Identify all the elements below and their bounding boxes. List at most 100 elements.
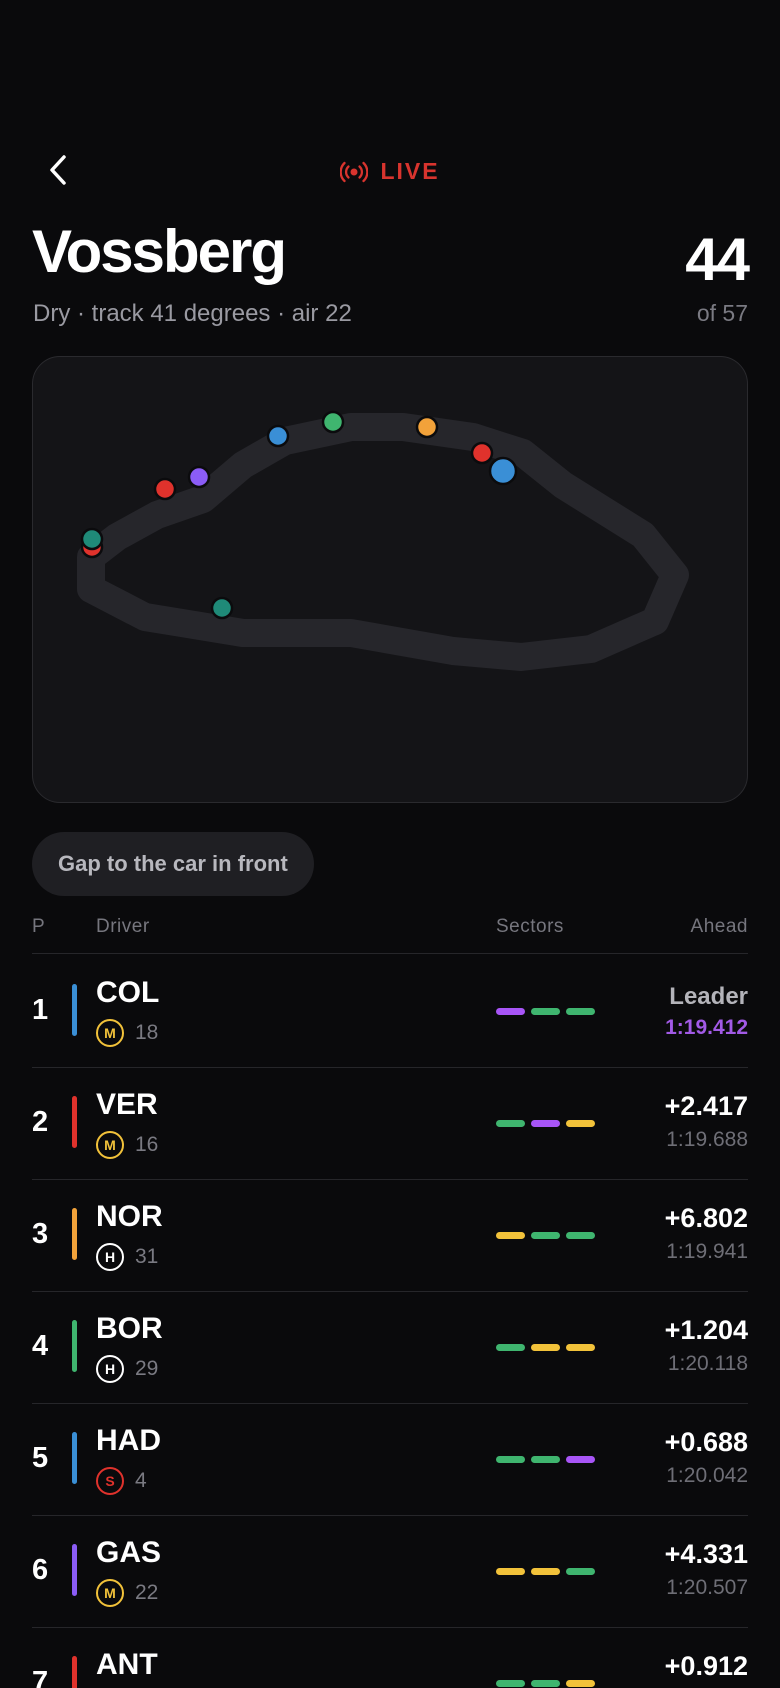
tyre-age: 4 (135, 1469, 147, 1492)
team-color-bar (72, 1544, 77, 1596)
track-map[interactable] (32, 356, 748, 803)
sector-yellow (531, 1344, 560, 1351)
sector-purple (496, 1008, 525, 1015)
sector-yellow (566, 1344, 595, 1351)
sector-purple (566, 1456, 595, 1463)
sector-green (531, 1680, 560, 1687)
tyre-age: 22 (135, 1581, 159, 1604)
sector-green (531, 1232, 560, 1239)
team-color-bar (72, 1432, 77, 1484)
sector-indicators (496, 1120, 595, 1127)
car-marker[interactable] (80, 527, 104, 551)
gap-ahead: +1.204 (664, 1315, 748, 1345)
standings-list: 1 COL M 18 Leader 1:19.412 2 VER M 16 +2.417 1:19.6… (32, 956, 748, 1688)
driver-code: COL (96, 976, 160, 1009)
tyre-age: 18 (135, 1021, 159, 1044)
broadcast-icon (340, 161, 369, 182)
column-header-sectors: Sectors (496, 916, 564, 937)
live-indicator: LIVE (0, 158, 780, 185)
team-color-bar (72, 1320, 77, 1372)
total-laps: of 57 (696, 300, 748, 326)
sector-purple (531, 1120, 560, 1127)
gap-mode-chip[interactable]: Gap to the car in front (32, 832, 314, 896)
race-title: Vossberg (32, 218, 287, 285)
position: 5 (32, 1442, 49, 1474)
car-marker[interactable] (321, 410, 345, 434)
team-color-bar (72, 1656, 77, 1688)
sector-indicators (496, 1680, 595, 1687)
tyre-age: 16 (135, 1133, 159, 1156)
sector-green (566, 1232, 595, 1239)
sector-yellow (496, 1232, 525, 1239)
chevron-left-icon (50, 155, 66, 185)
driver-code: ANT (96, 1648, 158, 1681)
position: 1 (32, 994, 49, 1026)
car-marker[interactable] (187, 465, 211, 489)
last-lap-time: 1:20.042 (666, 1464, 748, 1487)
table-row[interactable]: 7 ANT +0.912 (32, 1628, 748, 1688)
team-color-bar (72, 1208, 77, 1260)
table-row[interactable]: 6 GAS M 22 +4.331 1:20.507 (32, 1516, 748, 1628)
tyre-compound-icon: H (96, 1243, 124, 1271)
gap-ahead: +2.417 (664, 1091, 748, 1121)
current-lap: 44 (685, 226, 750, 293)
top-bar: LIVE (0, 140, 780, 200)
table-row[interactable]: 2 VER M 16 +2.417 1:19.688 (32, 1068, 748, 1180)
table-row[interactable]: 5 HAD S 4 +0.688 1:20.042 (32, 1404, 748, 1516)
sector-green (566, 1008, 595, 1015)
race-conditions: Dry · track 41 degrees · air 22 (33, 300, 352, 327)
sector-yellow (566, 1120, 595, 1127)
position: 4 (32, 1330, 49, 1362)
car-marker-selected[interactable] (488, 456, 518, 486)
sector-indicators (496, 1568, 595, 1575)
live-label: LIVE (380, 158, 440, 184)
sector-yellow (531, 1568, 560, 1575)
team-color-bar (72, 984, 77, 1036)
sector-indicators (496, 1456, 595, 1463)
sector-yellow (566, 1680, 595, 1687)
track-outline (77, 413, 689, 671)
last-lap-time: 1:20.507 (666, 1576, 748, 1599)
car-marker[interactable] (153, 477, 177, 501)
car-marker[interactable] (470, 441, 494, 465)
car-marker[interactable] (210, 596, 234, 620)
column-header-position: P (32, 916, 46, 937)
position: 7 (32, 1666, 49, 1688)
car-marker[interactable] (266, 424, 290, 448)
sector-green (531, 1456, 560, 1463)
position: 3 (32, 1218, 49, 1250)
sector-green (496, 1120, 525, 1127)
tyre-compound-icon: H (96, 1355, 124, 1383)
track-map-canvas (77, 410, 689, 671)
tyre-age: 29 (135, 1357, 159, 1380)
table-row[interactable]: 3 NOR H 31 +6.802 1:19.941 (32, 1180, 748, 1292)
tyre-compound-icon: S (96, 1467, 124, 1495)
gap-mode-label: Gap to the car in front (58, 851, 288, 876)
column-header-ahead: Ahead (690, 916, 748, 937)
sector-green (531, 1008, 560, 1015)
driver-code: BOR (96, 1312, 163, 1345)
sector-green (496, 1456, 525, 1463)
table-row[interactable]: 4 BOR H 29 +1.204 1:20.118 (32, 1292, 748, 1404)
last-lap-time: 1:19.688 (666, 1128, 748, 1151)
sector-indicators (496, 1344, 595, 1351)
last-lap-time: 1:19.941 (666, 1240, 748, 1263)
car-marker[interactable] (415, 415, 439, 439)
tyre-compound-icon: M (96, 1019, 124, 1047)
driver-code: GAS (96, 1536, 162, 1569)
sector-green (496, 1344, 525, 1351)
back-button[interactable] (36, 148, 80, 192)
standings-header: P Driver Sectors Ahead (32, 912, 748, 954)
position: 6 (32, 1554, 49, 1586)
driver-code: VER (96, 1088, 158, 1121)
sector-green (496, 1680, 525, 1687)
tyre-age: 31 (135, 1245, 159, 1268)
driver-code: NOR (96, 1200, 163, 1233)
driver-code: HAD (96, 1424, 161, 1457)
sector-green (566, 1568, 595, 1575)
sector-indicators (496, 1232, 595, 1239)
table-row[interactable]: 1 COL M 18 Leader 1:19.412 (32, 956, 748, 1068)
gap-ahead: +4.331 (664, 1539, 748, 1569)
position: 2 (32, 1106, 49, 1138)
